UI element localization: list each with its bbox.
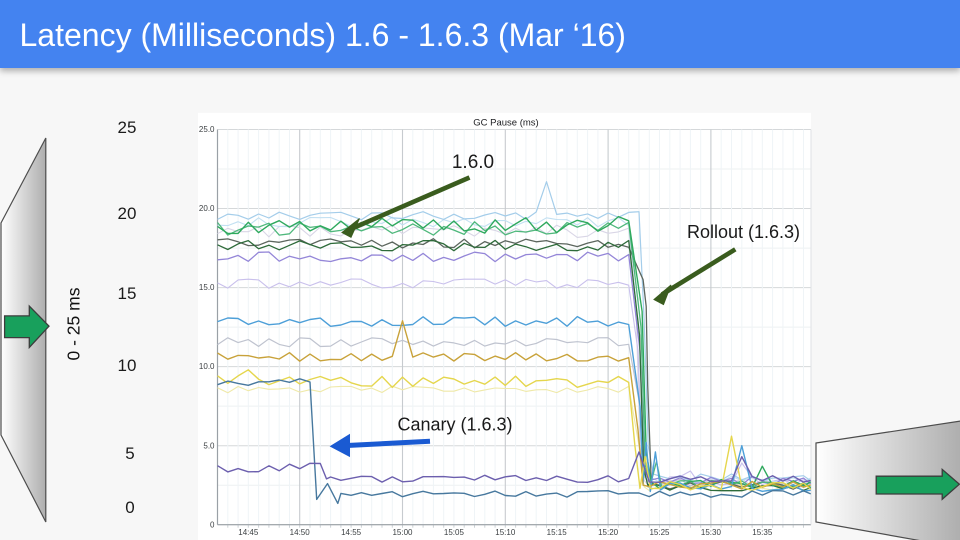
svg-text:14:55: 14:55 bbox=[341, 528, 362, 537]
svg-text:5.0: 5.0 bbox=[203, 441, 215, 450]
svg-text:20.0: 20.0 bbox=[199, 204, 215, 213]
svg-text:15:35: 15:35 bbox=[752, 528, 773, 537]
svg-text:0: 0 bbox=[210, 520, 215, 529]
svg-text:15:05: 15:05 bbox=[444, 528, 465, 537]
svg-text:15:00: 15:00 bbox=[392, 528, 413, 537]
svg-text:15.0: 15.0 bbox=[199, 283, 215, 292]
svg-text:1.6.0: 1.6.0 bbox=[452, 152, 494, 173]
svg-text:15:30: 15:30 bbox=[701, 528, 722, 537]
svg-text:GC Pause (ms): GC Pause (ms) bbox=[473, 118, 538, 129]
svg-text:Rollout (1.6.3): Rollout (1.6.3) bbox=[687, 222, 800, 242]
svg-text:15:20: 15:20 bbox=[598, 528, 619, 537]
svg-text:14:45: 14:45 bbox=[238, 528, 259, 537]
svg-text:Canary (1.6.3): Canary (1.6.3) bbox=[397, 415, 512, 435]
svg-text:15:15: 15:15 bbox=[547, 528, 568, 537]
svg-text:10.0: 10.0 bbox=[199, 362, 215, 371]
svg-text:15:10: 15:10 bbox=[495, 528, 516, 537]
svg-text:14:50: 14:50 bbox=[290, 528, 311, 537]
svg-text:25.0: 25.0 bbox=[199, 125, 215, 134]
svg-text:15:25: 15:25 bbox=[649, 528, 670, 537]
